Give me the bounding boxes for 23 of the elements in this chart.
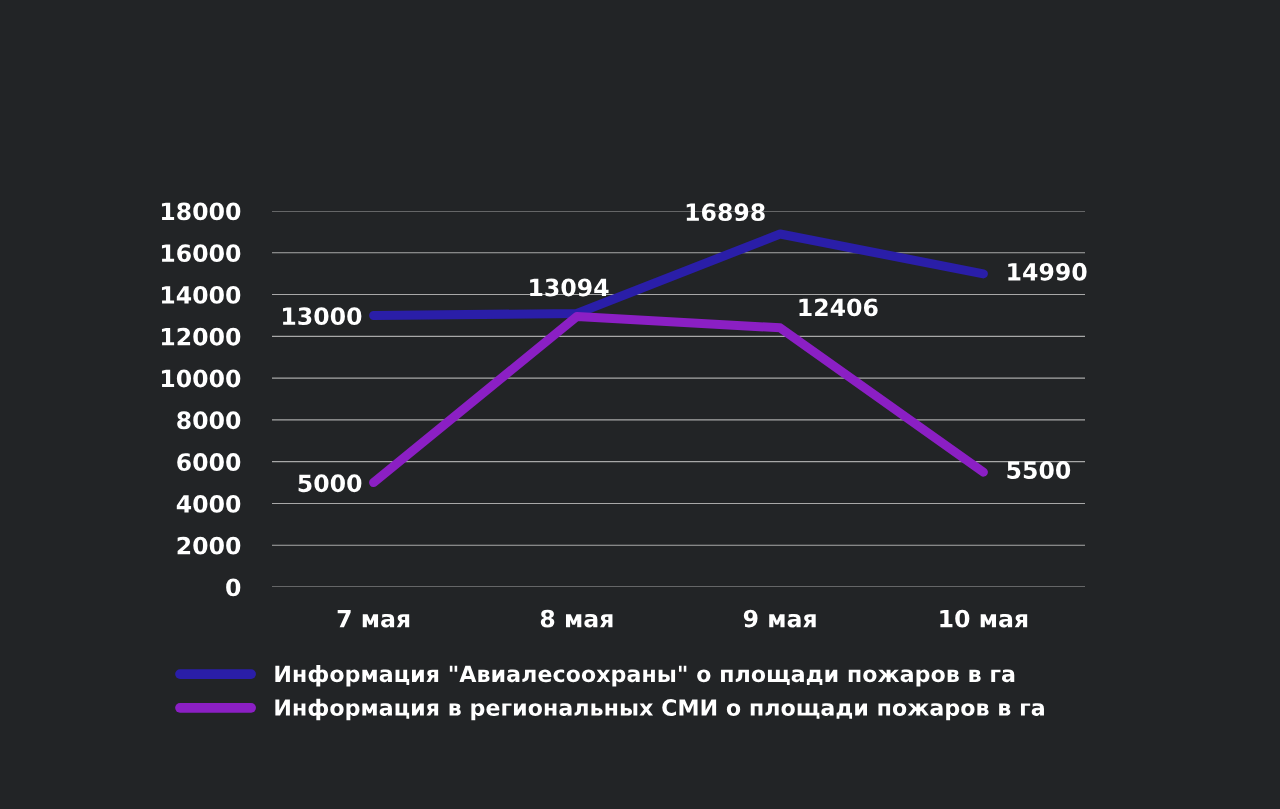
y-tick-label: 0 bbox=[226, 578, 241, 597]
y-tick-label: 4000 bbox=[176, 494, 241, 513]
data-label: 13094 bbox=[530, 278, 609, 297]
x-tick-label: 8 мая bbox=[540, 609, 613, 628]
y-tick-label: 18000 bbox=[161, 202, 241, 221]
data-label: 5000 bbox=[298, 474, 362, 493]
y-tick-label: 6000 bbox=[177, 453, 241, 471]
x-tick-label: 7 мая bbox=[337, 609, 410, 628]
y-tick-label: 14000 bbox=[161, 286, 241, 304]
data-label: 12406 bbox=[799, 298, 878, 317]
legend-label: Информация "Авиалесоохраны" о площади пожаров в га bbox=[275, 665, 1015, 687]
legend-label: Информация в региональных СМИ о площади пожаров в га bbox=[275, 698, 1044, 721]
data-label: 14990 bbox=[1008, 262, 1087, 281]
data-label: 13000 bbox=[283, 307, 362, 326]
y-tick-label: 12000 bbox=[161, 327, 241, 346]
y-tick-label: 16000 bbox=[161, 244, 241, 263]
x-tick-label: 9 мая bbox=[743, 609, 816, 628]
y-tick-label: 2000 bbox=[177, 536, 241, 555]
data-label: 5500 bbox=[1007, 461, 1071, 479]
y-tick-label: 8000 bbox=[177, 411, 241, 430]
data-label: 16898 bbox=[686, 203, 765, 222]
x-tick-label: 10 мая bbox=[940, 609, 1028, 628]
y-tick-label: 10000 bbox=[161, 369, 241, 388]
